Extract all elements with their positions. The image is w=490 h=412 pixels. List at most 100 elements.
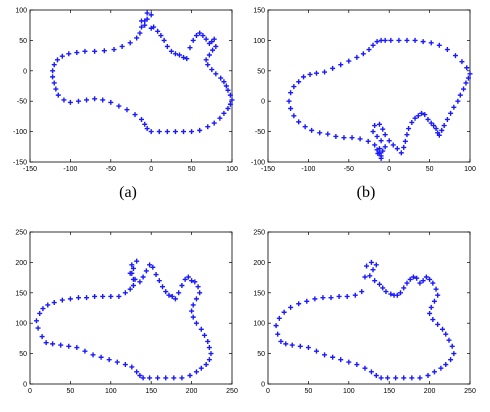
data-point-marker — [346, 59, 351, 64]
x-tick-label: 50 — [426, 166, 434, 173]
data-point-marker — [401, 375, 406, 380]
data-point-marker — [403, 139, 408, 144]
data-point-marker — [107, 357, 112, 362]
data-point-marker — [404, 132, 409, 137]
data-point-marker — [173, 129, 178, 134]
data-point-marker — [84, 97, 89, 102]
data-point-marker — [306, 345, 311, 350]
y-tick-label: 0 — [23, 382, 27, 389]
x-tick-label: 250 — [464, 388, 476, 395]
data-point-marker — [432, 369, 437, 374]
data-point-marker — [308, 72, 313, 77]
data-point-marker — [406, 126, 411, 131]
data-point-marker — [464, 65, 469, 70]
data-point-marker — [52, 62, 57, 67]
data-point-marker — [74, 345, 79, 350]
data-point-marker — [210, 48, 215, 53]
data-point-marker — [442, 123, 447, 128]
data-point-marker — [296, 301, 301, 306]
data-point-marker — [205, 62, 210, 67]
y-tick-label: -100 — [251, 160, 265, 167]
data-point-marker — [372, 123, 377, 128]
data-point-marker — [290, 343, 295, 348]
data-point-marker — [450, 344, 455, 349]
data-point-marker — [45, 302, 50, 307]
data-point-marker — [346, 360, 351, 365]
data-point-marker — [430, 281, 435, 286]
data-point-marker — [425, 373, 430, 378]
data-point-marker — [133, 112, 138, 117]
y-tick-label: 100 — [15, 8, 27, 15]
data-point-marker — [204, 37, 209, 42]
plot-frame — [30, 232, 232, 384]
data-point-marker — [438, 366, 443, 371]
data-point-marker — [371, 43, 376, 48]
data-point-marker — [199, 327, 204, 332]
x-tick-label: 50 — [67, 388, 75, 395]
y-tick-label: 50 — [257, 351, 265, 358]
data-point-marker — [84, 295, 89, 300]
data-point-marker — [40, 306, 45, 311]
data-point-marker — [429, 305, 434, 310]
x-tick-label: 200 — [186, 388, 198, 395]
data-point-marker — [60, 298, 65, 303]
data-point-marker — [312, 296, 317, 301]
x-tick-label: 50 — [188, 166, 196, 173]
data-point-marker — [123, 290, 128, 295]
data-point-marker — [359, 289, 364, 294]
data-point-marker — [366, 139, 371, 144]
data-point-marker — [92, 96, 97, 101]
data-point-marker — [350, 135, 355, 140]
data-point-marker — [165, 44, 170, 49]
data-point-marker — [55, 57, 60, 62]
data-point-marker — [139, 117, 144, 122]
data-point-marker — [282, 310, 287, 315]
data-point-marker — [224, 84, 229, 89]
y-tick-label: 50 — [257, 68, 265, 75]
data-point-marker — [309, 128, 314, 133]
data-point-marker — [367, 273, 372, 278]
data-point-marker — [218, 76, 223, 81]
data-point-marker — [194, 321, 199, 326]
data-point-marker — [179, 375, 184, 380]
data-point-marker — [320, 295, 325, 300]
data-point-marker — [374, 373, 379, 378]
data-point-marker — [380, 285, 385, 290]
data-point-marker — [330, 355, 335, 360]
data-point-marker — [296, 119, 301, 124]
y-tick-label: -50 — [17, 99, 27, 106]
y-tick-label: 250 — [15, 230, 27, 237]
data-point-marker — [194, 369, 199, 374]
data-point-marker — [303, 124, 308, 129]
data-point-marker — [288, 305, 293, 310]
x-tick-label: 100 — [464, 166, 476, 173]
data-point-marker — [367, 47, 372, 52]
data-point-marker — [322, 70, 327, 75]
data-point-marker — [147, 375, 152, 380]
data-point-marker — [154, 272, 159, 277]
x-tick-label: 150 — [383, 388, 395, 395]
data-point-marker — [369, 260, 374, 265]
data-point-marker — [187, 45, 192, 50]
data-point-marker — [108, 100, 113, 105]
data-point-marker — [379, 138, 384, 143]
data-point-marker — [396, 38, 401, 43]
scatter-panel-d: 0 50 100 150 200 250 0 50 100 150 200 250 — [253, 230, 476, 396]
data-point-marker — [209, 67, 214, 72]
data-point-marker — [388, 38, 393, 43]
data-point-marker — [275, 332, 280, 337]
data-point-marker — [329, 295, 334, 300]
data-point-marker — [445, 47, 450, 52]
y-tick-label: 0 — [261, 99, 265, 106]
data-point-marker — [372, 142, 377, 147]
y-tick-label: 250 — [253, 230, 265, 237]
data-point-marker — [463, 80, 468, 85]
x-tick-label: 0 — [28, 388, 32, 395]
data-point-marker — [383, 132, 388, 137]
data-point-marker — [354, 362, 359, 367]
data-point-marker — [325, 132, 330, 137]
data-point-marker — [225, 88, 230, 93]
data-point-marker — [314, 71, 319, 76]
data-point-marker — [417, 375, 422, 380]
data-point-marker — [345, 294, 350, 299]
